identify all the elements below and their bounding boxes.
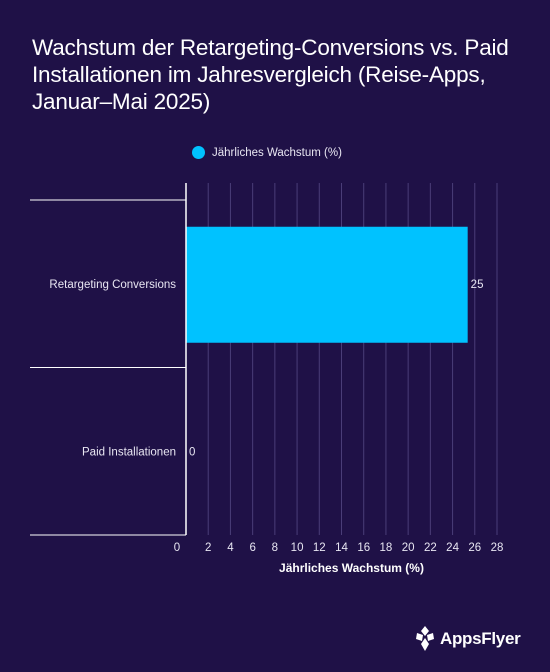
x-tick-label: 8 [272,542,278,554]
category-label: Retargeting Conversions [49,279,176,291]
chart-legend: Jährliches Wachstum (%) [192,146,342,159]
x-tick-label: 0 [174,542,180,554]
legend-swatch [192,146,205,159]
legend-label: Jährliches Wachstum (%) [212,146,342,159]
chart-title: Wachstum der Retargeting-Conversions vs.… [32,35,509,114]
x-tick-label: 6 [249,542,255,554]
x-tick-label: 24 [446,542,459,554]
x-tick-label: 4 [227,542,234,554]
appsflyer-logo-icon [416,626,434,651]
x-tick-label: 14 [335,542,348,554]
x-tick-label: 12 [313,542,326,554]
x-tick-label: 16 [357,542,370,554]
bar-chart: Retargeting Conversions 25 Paid Installati… [30,183,504,575]
bar-0 [186,226,468,343]
x-tick-label: 10 [291,542,304,554]
x-tick-label: 18 [380,542,393,554]
brand-name: AppsFlyer [440,629,521,648]
x-tick-label: 2 [205,542,211,554]
x-tick-label: 20 [402,542,415,554]
category-label: Paid Installationen [82,446,176,458]
data-label: 25 [471,279,484,291]
x-axis-title: Jährliches Wachstum (%) [279,561,424,575]
x-tick-label: 28 [491,542,504,554]
x-tick-label: 26 [468,542,481,554]
x-tick-label: 22 [424,542,437,554]
data-label: 0 [189,446,195,458]
appsflyer-logo: AppsFlyer [414,624,521,654]
